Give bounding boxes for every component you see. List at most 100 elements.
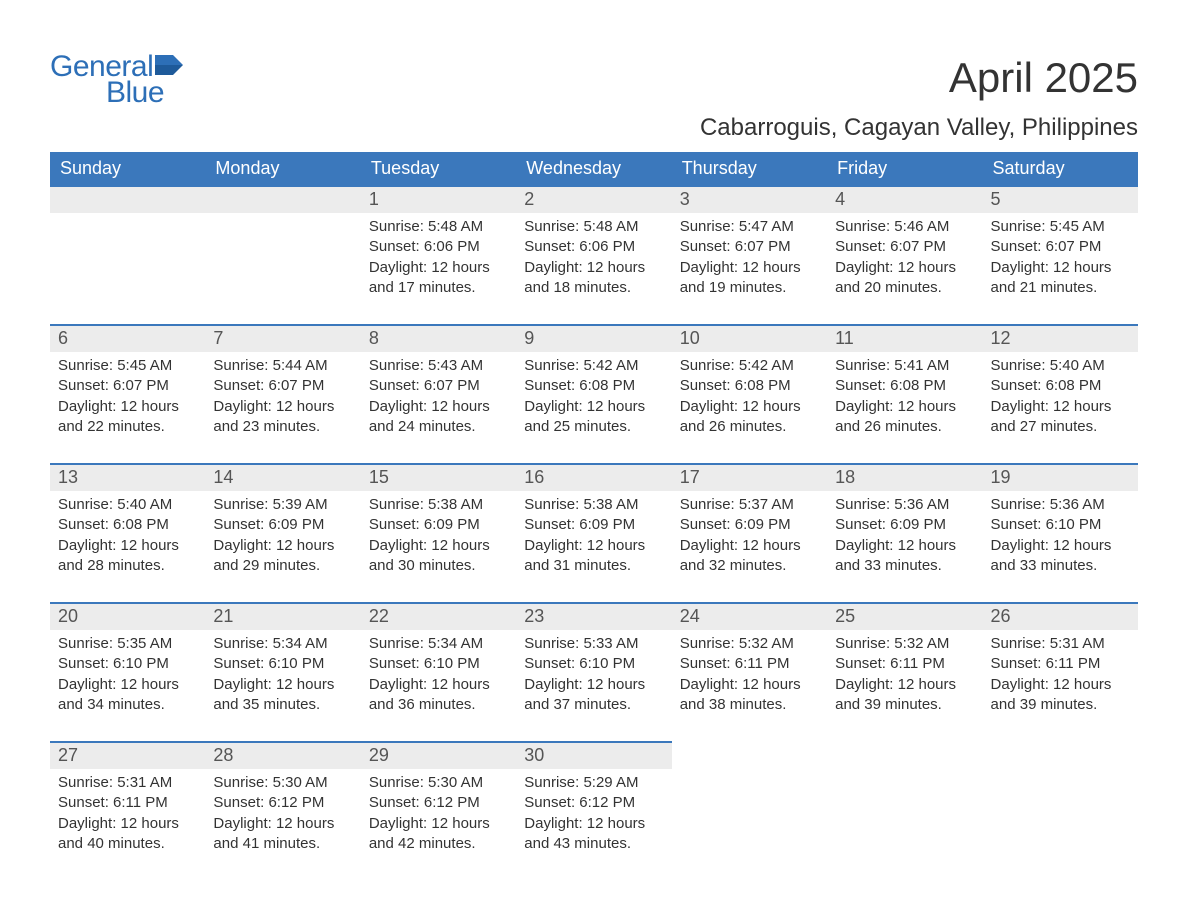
day-details: Sunrise: 5:30 AMSunset: 6:12 PMDaylight:… (205, 769, 360, 880)
daylight-text: Daylight: 12 hours and 23 minutes. (213, 397, 352, 438)
day-number: 8 (361, 326, 516, 352)
dow-thursday: Thursday (672, 152, 827, 186)
sunrise-text: Sunrise: 5:45 AM (991, 217, 1130, 237)
sunrise-text: Sunrise: 5:42 AM (680, 356, 819, 376)
day-cell: 18Sunrise: 5:36 AMSunset: 6:09 PMDayligh… (827, 464, 982, 603)
sunset-text: Sunset: 6:11 PM (58, 793, 197, 813)
day-number: 23 (516, 604, 671, 630)
dow-wednesday: Wednesday (516, 152, 671, 186)
sunset-text: Sunset: 6:06 PM (369, 237, 508, 257)
sunrise-text: Sunrise: 5:35 AM (58, 634, 197, 654)
day-details (205, 213, 360, 307)
brand-line2: Blue (106, 76, 164, 110)
sunset-text: Sunset: 6:07 PM (835, 237, 974, 257)
day-details (983, 768, 1138, 862)
day-details: Sunrise: 5:32 AMSunset: 6:11 PMDaylight:… (672, 630, 827, 741)
daylight-text: Daylight: 12 hours and 21 minutes. (991, 258, 1130, 299)
day-cell (205, 186, 360, 325)
day-cell: 23Sunrise: 5:33 AMSunset: 6:10 PMDayligh… (516, 603, 671, 742)
day-number: 6 (50, 326, 205, 352)
sunset-text: Sunset: 6:07 PM (991, 237, 1130, 257)
day-number: 4 (827, 187, 982, 213)
day-details: Sunrise: 5:31 AMSunset: 6:11 PMDaylight:… (50, 769, 205, 880)
week-row: 6Sunrise: 5:45 AMSunset: 6:07 PMDaylight… (50, 325, 1138, 464)
daylight-text: Daylight: 12 hours and 27 minutes. (991, 397, 1130, 438)
day-cell (827, 742, 982, 880)
day-details: Sunrise: 5:36 AMSunset: 6:10 PMDaylight:… (983, 491, 1138, 602)
day-number: 2 (516, 187, 671, 213)
day-number: 24 (672, 604, 827, 630)
day-number: 16 (516, 465, 671, 491)
daylight-text: Daylight: 12 hours and 17 minutes. (369, 258, 508, 299)
day-cell: 17Sunrise: 5:37 AMSunset: 6:09 PMDayligh… (672, 464, 827, 603)
sunrise-text: Sunrise: 5:41 AM (835, 356, 974, 376)
sunrise-text: Sunrise: 5:30 AM (369, 773, 508, 793)
day-number: 9 (516, 326, 671, 352)
calendar-body: 1Sunrise: 5:48 AMSunset: 6:06 PMDaylight… (50, 186, 1138, 880)
day-number (983, 742, 1138, 768)
sunrise-text: Sunrise: 5:38 AM (524, 495, 663, 515)
daylight-text: Daylight: 12 hours and 30 minutes. (369, 536, 508, 577)
daylight-text: Daylight: 12 hours and 39 minutes. (991, 675, 1130, 716)
sunset-text: Sunset: 6:12 PM (213, 793, 352, 813)
location-subtitle: Cabarroguis, Cagayan Valley, Philippines (50, 114, 1138, 142)
day-number: 17 (672, 465, 827, 491)
day-details: Sunrise: 5:39 AMSunset: 6:09 PMDaylight:… (205, 491, 360, 602)
day-cell: 11Sunrise: 5:41 AMSunset: 6:08 PMDayligh… (827, 325, 982, 464)
day-details (672, 768, 827, 862)
day-cell: 14Sunrise: 5:39 AMSunset: 6:09 PMDayligh… (205, 464, 360, 603)
sunrise-text: Sunrise: 5:32 AM (835, 634, 974, 654)
sunset-text: Sunset: 6:12 PM (524, 793, 663, 813)
brand-logo: General Blue (50, 50, 183, 110)
day-details: Sunrise: 5:36 AMSunset: 6:09 PMDaylight:… (827, 491, 982, 602)
sunrise-text: Sunrise: 5:44 AM (213, 356, 352, 376)
day-cell: 30Sunrise: 5:29 AMSunset: 6:12 PMDayligh… (516, 742, 671, 880)
sunrise-text: Sunrise: 5:42 AM (524, 356, 663, 376)
daylight-text: Daylight: 12 hours and 26 minutes. (835, 397, 974, 438)
day-cell (50, 186, 205, 325)
day-details (827, 768, 982, 862)
daylight-text: Daylight: 12 hours and 38 minutes. (680, 675, 819, 716)
daylight-text: Daylight: 12 hours and 29 minutes. (213, 536, 352, 577)
day-details: Sunrise: 5:30 AMSunset: 6:12 PMDaylight:… (361, 769, 516, 880)
sunrise-text: Sunrise: 5:40 AM (991, 356, 1130, 376)
sunrise-text: Sunrise: 5:34 AM (369, 634, 508, 654)
day-cell: 15Sunrise: 5:38 AMSunset: 6:09 PMDayligh… (361, 464, 516, 603)
day-number: 3 (672, 187, 827, 213)
sunset-text: Sunset: 6:07 PM (369, 376, 508, 396)
day-cell: 4Sunrise: 5:46 AMSunset: 6:07 PMDaylight… (827, 186, 982, 325)
sunrise-text: Sunrise: 5:39 AM (213, 495, 352, 515)
day-cell: 3Sunrise: 5:47 AMSunset: 6:07 PMDaylight… (672, 186, 827, 325)
day-cell (672, 742, 827, 880)
day-number: 26 (983, 604, 1138, 630)
sunset-text: Sunset: 6:07 PM (213, 376, 352, 396)
day-cell: 16Sunrise: 5:38 AMSunset: 6:09 PMDayligh… (516, 464, 671, 603)
sunrise-text: Sunrise: 5:48 AM (524, 217, 663, 237)
day-cell: 27Sunrise: 5:31 AMSunset: 6:11 PMDayligh… (50, 742, 205, 880)
day-details (50, 213, 205, 307)
day-cell: 2Sunrise: 5:48 AMSunset: 6:06 PMDaylight… (516, 186, 671, 325)
sunset-text: Sunset: 6:09 PM (680, 515, 819, 535)
day-number: 29 (361, 743, 516, 769)
daylight-text: Daylight: 12 hours and 43 minutes. (524, 814, 663, 855)
day-cell: 24Sunrise: 5:32 AMSunset: 6:11 PMDayligh… (672, 603, 827, 742)
week-row: 20Sunrise: 5:35 AMSunset: 6:10 PMDayligh… (50, 603, 1138, 742)
day-cell: 1Sunrise: 5:48 AMSunset: 6:06 PMDaylight… (361, 186, 516, 325)
day-number (672, 742, 827, 768)
week-row: 1Sunrise: 5:48 AMSunset: 6:06 PMDaylight… (50, 186, 1138, 325)
day-details: Sunrise: 5:34 AMSunset: 6:10 PMDaylight:… (205, 630, 360, 741)
daylight-text: Daylight: 12 hours and 41 minutes. (213, 814, 352, 855)
day-details: Sunrise: 5:33 AMSunset: 6:10 PMDaylight:… (516, 630, 671, 741)
day-cell (983, 742, 1138, 880)
dow-saturday: Saturday (983, 152, 1138, 186)
day-details: Sunrise: 5:42 AMSunset: 6:08 PMDaylight:… (672, 352, 827, 463)
sunset-text: Sunset: 6:07 PM (58, 376, 197, 396)
day-number: 21 (205, 604, 360, 630)
daylight-text: Daylight: 12 hours and 22 minutes. (58, 397, 197, 438)
sunrise-text: Sunrise: 5:47 AM (680, 217, 819, 237)
day-details: Sunrise: 5:32 AMSunset: 6:11 PMDaylight:… (827, 630, 982, 741)
daylight-text: Daylight: 12 hours and 26 minutes. (680, 397, 819, 438)
sunset-text: Sunset: 6:12 PM (369, 793, 508, 813)
calendar-table: Sunday Monday Tuesday Wednesday Thursday… (50, 152, 1138, 880)
day-details: Sunrise: 5:46 AMSunset: 6:07 PMDaylight:… (827, 213, 982, 324)
